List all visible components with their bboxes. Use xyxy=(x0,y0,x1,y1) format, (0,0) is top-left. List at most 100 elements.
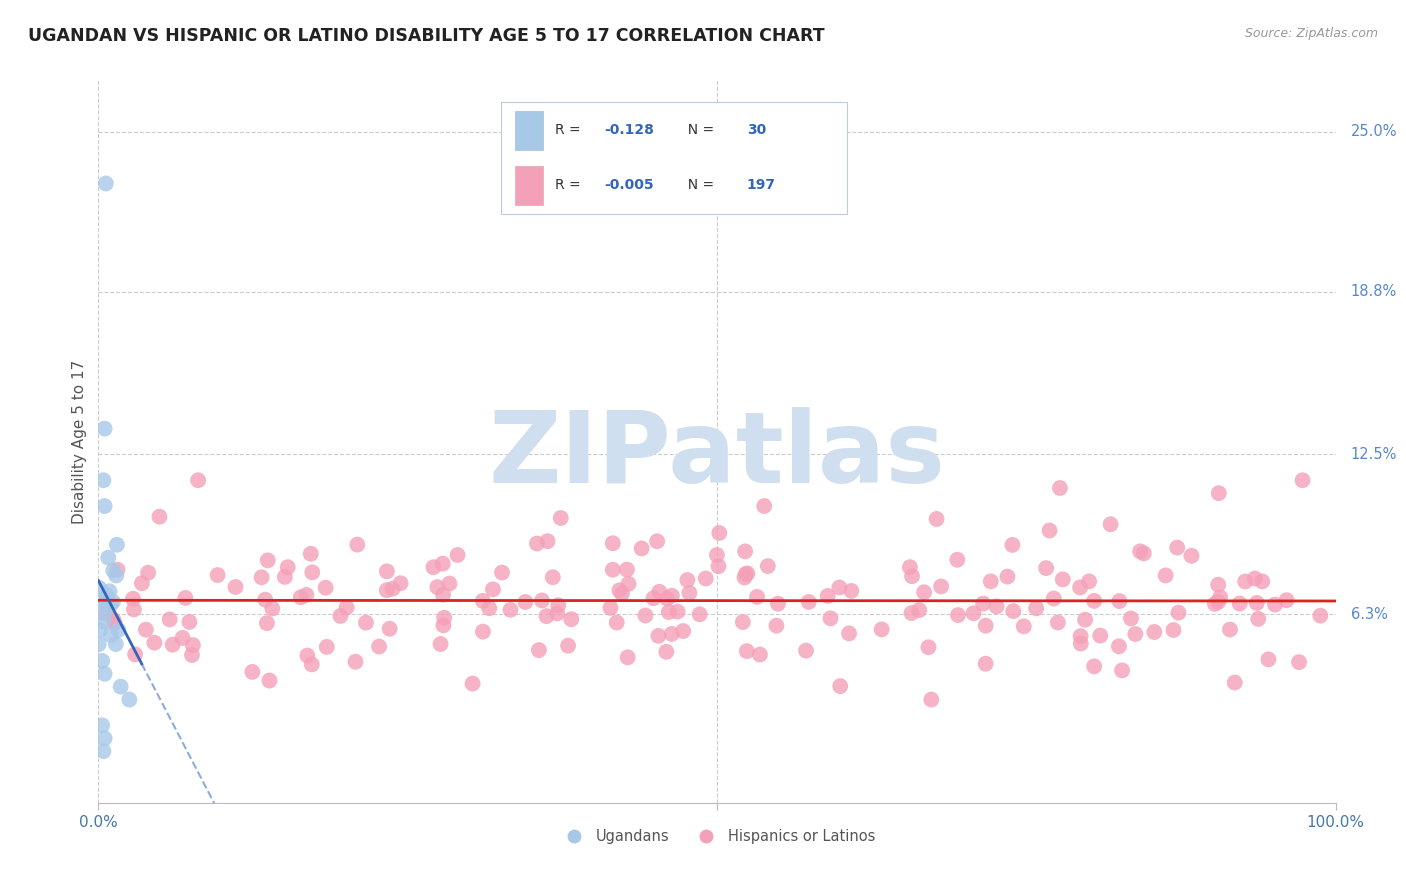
Hispanics or Latinos xyxy=(482,582,505,597)
Ugandans xyxy=(96,588,118,602)
Hispanics or Latinos xyxy=(315,581,337,595)
Hispanics or Latinos xyxy=(1012,619,1035,633)
Hispanics or Latinos xyxy=(1180,549,1202,563)
Hispanics or Latinos xyxy=(634,608,657,623)
Hispanics or Latinos xyxy=(274,570,297,584)
Hispanics or Latinos xyxy=(655,591,678,606)
Hispanics or Latinos xyxy=(256,553,278,567)
Hispanics or Latinos xyxy=(546,607,568,621)
Hispanics or Latinos xyxy=(748,648,770,662)
Ugandans xyxy=(93,731,115,746)
Text: 6.3%: 6.3% xyxy=(1351,607,1388,622)
Hispanics or Latinos xyxy=(277,560,299,574)
Hispanics or Latinos xyxy=(1209,591,1232,605)
Text: 197: 197 xyxy=(747,178,776,193)
Ugandans xyxy=(105,568,128,582)
Hispanics or Latinos xyxy=(1123,627,1146,641)
Hispanics or Latinos xyxy=(1049,481,1071,495)
Text: Source: ZipAtlas.com: Source: ZipAtlas.com xyxy=(1244,27,1378,40)
Ugandans xyxy=(101,595,124,609)
Text: -0.005: -0.005 xyxy=(605,178,654,193)
Hispanics or Latinos xyxy=(997,569,1019,583)
Hispanics or Latinos xyxy=(676,573,699,587)
Hispanics or Latinos xyxy=(104,615,127,630)
Hispanics or Latinos xyxy=(136,566,159,580)
Hispanics or Latinos xyxy=(240,665,263,679)
Hispanics or Latinos xyxy=(1108,640,1130,654)
Hispanics or Latinos xyxy=(962,607,984,621)
Ugandans xyxy=(118,692,141,706)
Hispanics or Latinos xyxy=(315,640,337,654)
Hispanics or Latinos xyxy=(666,605,689,619)
Hispanics or Latinos xyxy=(536,609,558,624)
Hispanics or Latinos xyxy=(1166,541,1188,555)
Hispanics or Latinos xyxy=(643,591,665,606)
Hispanics or Latinos xyxy=(794,643,817,657)
Hispanics or Latinos xyxy=(1143,625,1166,640)
Hispanics or Latinos xyxy=(254,592,277,607)
Hispanics or Latinos xyxy=(1246,596,1268,610)
Hispanics or Latinos xyxy=(647,629,669,643)
Hispanics or Latinos xyxy=(1219,623,1241,637)
Hispanics or Latinos xyxy=(920,692,942,706)
Ugandans xyxy=(94,177,117,191)
Bar xyxy=(516,111,543,151)
Hispanics or Latinos xyxy=(344,655,367,669)
Hispanics or Latinos xyxy=(1119,611,1142,625)
Hispanics or Latinos xyxy=(143,636,166,650)
Bar xyxy=(516,166,543,205)
Hispanics or Latinos xyxy=(181,638,204,652)
Hispanics or Latinos xyxy=(838,626,860,640)
Hispanics or Latinos xyxy=(1288,655,1310,669)
Hispanics or Latinos xyxy=(1099,517,1122,532)
Hispanics or Latinos xyxy=(974,657,997,671)
Hispanics or Latinos xyxy=(179,615,201,629)
Text: 12.5%: 12.5% xyxy=(1351,447,1398,462)
Hispanics or Latinos xyxy=(661,627,683,641)
Hispanics or Latinos xyxy=(297,648,319,663)
Text: 18.8%: 18.8% xyxy=(1351,285,1396,300)
Ugandans xyxy=(105,538,128,552)
Hispanics or Latinos xyxy=(1070,636,1092,650)
Hispanics or Latinos xyxy=(375,583,398,598)
Hispanics or Latinos xyxy=(1244,571,1267,585)
Hispanics or Latinos xyxy=(471,624,494,639)
Hispanics or Latinos xyxy=(550,511,572,525)
Hispanics or Latinos xyxy=(1035,561,1057,575)
Hispanics or Latinos xyxy=(122,602,145,616)
Hispanics or Latinos xyxy=(830,679,852,693)
Hispanics or Latinos xyxy=(1129,544,1152,558)
Hispanics or Latinos xyxy=(290,591,312,605)
Hispanics or Latinos xyxy=(432,618,454,632)
Hispanics or Latinos xyxy=(707,559,730,574)
Hispanics or Latinos xyxy=(655,645,678,659)
Hispanics or Latinos xyxy=(1083,659,1105,673)
FancyBboxPatch shape xyxy=(501,102,846,214)
Hispanics or Latinos xyxy=(432,557,454,571)
Hispanics or Latinos xyxy=(609,583,631,598)
Hispanics or Latinos xyxy=(1251,574,1274,589)
Ugandans xyxy=(93,607,115,621)
Hispanics or Latinos xyxy=(734,544,756,558)
Hispanics or Latinos xyxy=(1052,573,1074,587)
Hispanics or Latinos xyxy=(96,606,118,620)
Hispanics or Latinos xyxy=(1247,612,1270,626)
Hispanics or Latinos xyxy=(1208,486,1230,500)
Ugandans xyxy=(93,473,115,487)
Hispanics or Latinos xyxy=(706,548,728,562)
Hispanics or Latinos xyxy=(917,640,939,655)
Hispanics or Latinos xyxy=(709,525,731,540)
Hispanics or Latinos xyxy=(378,622,401,636)
Hispanics or Latinos xyxy=(1042,591,1064,606)
Hispanics or Latinos xyxy=(912,585,935,599)
Text: 25.0%: 25.0% xyxy=(1351,124,1398,139)
Hispanics or Latinos xyxy=(1025,601,1047,615)
Hispanics or Latinos xyxy=(536,534,558,549)
Ugandans xyxy=(103,564,125,578)
Hispanics or Latinos xyxy=(946,553,969,567)
Hispanics or Latinos xyxy=(734,567,756,582)
Hispanics or Latinos xyxy=(1133,546,1156,560)
Hispanics or Latinos xyxy=(187,473,209,487)
Hispanics or Latinos xyxy=(162,638,184,652)
Hispanics or Latinos xyxy=(1229,597,1251,611)
